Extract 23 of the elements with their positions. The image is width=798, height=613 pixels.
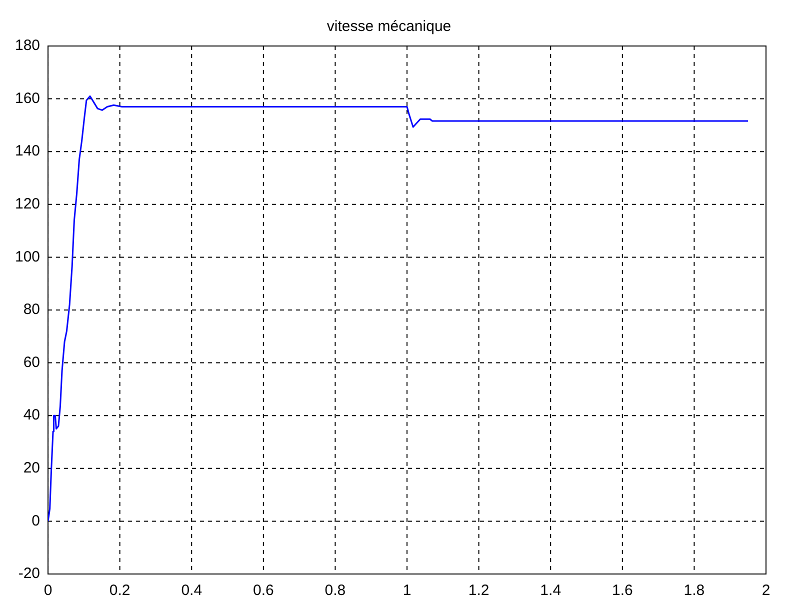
x-tick-label: 1.8 bbox=[684, 582, 705, 600]
y-tick-label: 80 bbox=[23, 301, 40, 318]
y-tick-label: 60 bbox=[23, 354, 40, 371]
x-tick-label: 1.6 bbox=[612, 582, 633, 600]
chart-title: vitesse mécanique bbox=[326, 18, 452, 36]
y-tick-label: 180 bbox=[14, 37, 40, 54]
y-tick-label: -20 bbox=[18, 565, 40, 582]
y-tick-label: 0 bbox=[32, 512, 40, 530]
x-tick-label: 2 bbox=[762, 582, 770, 600]
x-tick-label: 0 bbox=[44, 582, 52, 600]
y-tick-label: 160 bbox=[14, 90, 40, 107]
x-tick-label: 0.8 bbox=[324, 582, 346, 600]
y-tick-label: 120 bbox=[14, 196, 40, 213]
x-tick-label: 0.6 bbox=[252, 582, 274, 600]
x-tick-label: 0.4 bbox=[181, 582, 202, 600]
y-tick-label: 140 bbox=[14, 142, 40, 160]
x-tick-label: 1.2 bbox=[468, 582, 490, 600]
x-tick-label: 1.4 bbox=[540, 582, 562, 600]
x-tick-label: 1 bbox=[402, 582, 412, 600]
y-tick-label: 20 bbox=[23, 460, 40, 477]
x-tick-label: 0.2 bbox=[109, 582, 130, 600]
y-tick-label: 100 bbox=[14, 248, 40, 266]
y-tick-label: 40 bbox=[23, 406, 40, 424]
